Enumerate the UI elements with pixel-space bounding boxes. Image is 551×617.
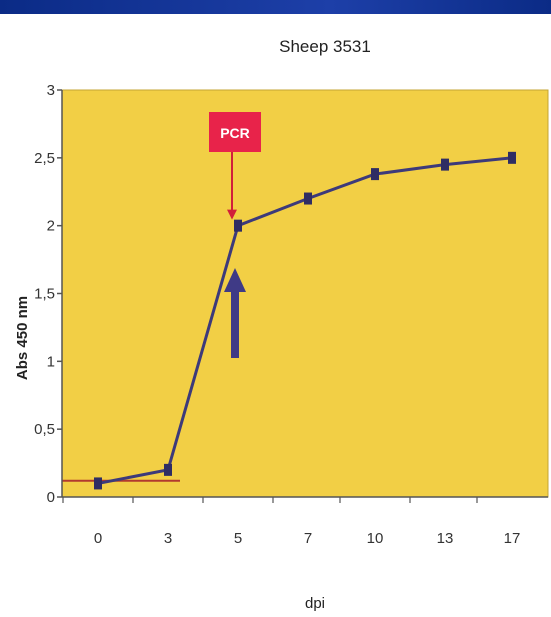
plot-area <box>61 89 549 498</box>
data-point <box>94 477 102 490</box>
top-band <box>0 0 551 14</box>
annotations: PCR <box>209 112 261 358</box>
x-tick-label: 5 <box>234 530 242 547</box>
blue-arrow-head <box>224 268 246 292</box>
data-point <box>441 158 449 171</box>
data-point <box>164 463 172 476</box>
x-tick-label: 7 <box>304 530 312 547</box>
y-tick-label: 1 <box>47 353 55 370</box>
data-point <box>371 168 379 181</box>
y-axis: 0 0,5 1 1,5 2 2,5 3 <box>34 82 63 506</box>
y-tick-label: 1,5 <box>34 286 55 303</box>
x-tick-label: 10 <box>367 530 384 547</box>
pcr-box <box>209 112 261 152</box>
x-axis: 0 3 5 7 10 13 17 <box>62 496 548 547</box>
pcr-label: PCR <box>220 125 250 141</box>
data-point <box>508 151 516 164</box>
y-axis-label: Abs 450 nm <box>14 296 31 380</box>
data-point <box>304 192 312 205</box>
x-tick-label: 0 <box>94 530 102 547</box>
y-tick-label: 2 <box>47 218 55 235</box>
data-point <box>234 219 242 232</box>
x-tick-label: 13 <box>437 530 454 547</box>
y-tick-label: 0 <box>47 489 55 506</box>
x-axis-label: dpi <box>305 595 325 612</box>
x-tick-label: 17 <box>504 530 521 547</box>
y-tick-label: 2,5 <box>34 150 55 167</box>
pcr-arrow-head <box>227 209 237 220</box>
chart-title: Sheep 3531 <box>279 37 371 56</box>
blue-arrow-shaft <box>231 290 239 358</box>
y-tick-label: 3 <box>47 82 55 99</box>
x-tick-label: 3 <box>164 530 172 547</box>
y-tick-label: 0,5 <box>34 421 55 438</box>
series-markers <box>94 151 516 490</box>
